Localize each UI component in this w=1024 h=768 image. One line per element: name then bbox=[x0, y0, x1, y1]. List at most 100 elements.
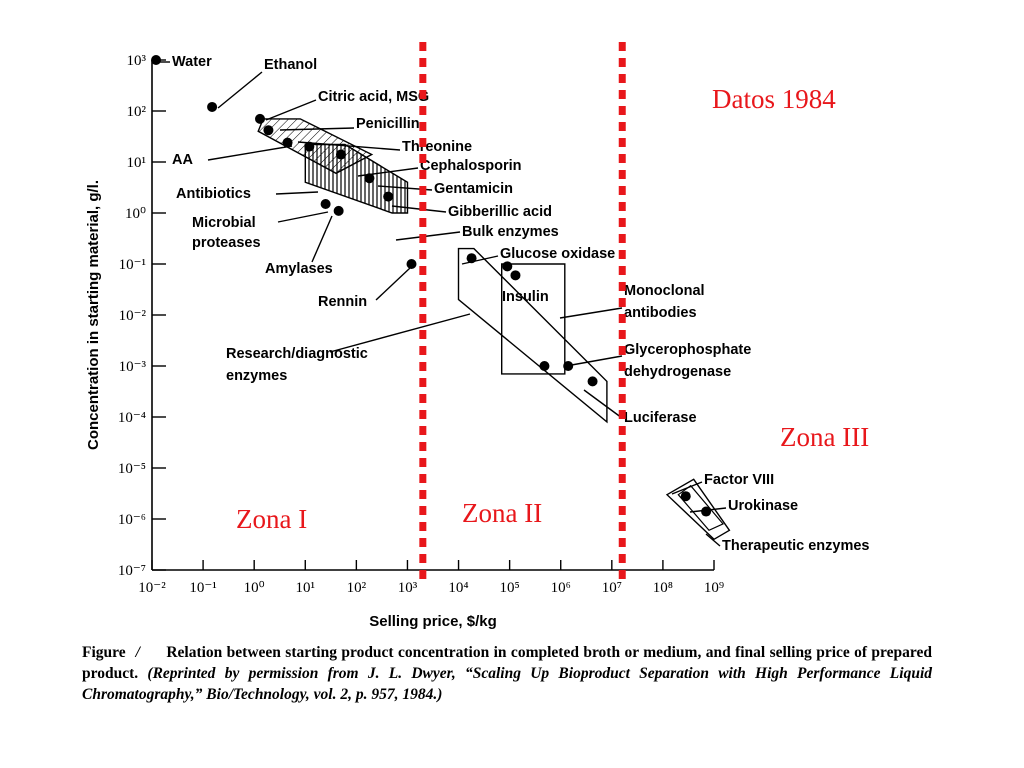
data-point bbox=[701, 506, 712, 517]
annotation-leader bbox=[391, 205, 447, 213]
annotation-label: Gentamicin bbox=[434, 181, 513, 197]
x-tick-label: 10⁻² bbox=[138, 580, 166, 596]
annotation-leader bbox=[277, 211, 329, 223]
axes: 10⁻⁷ 10⁻⁶ 10⁻⁵ 10⁻⁴ 10⁻³ 10⁻² 10⁻¹ 10⁰ 10¹ 10² 10³… bbox=[85, 53, 724, 630]
annotation-leader bbox=[357, 167, 419, 177]
annotation-leader bbox=[559, 307, 623, 319]
annotation-label: Cephalosporin bbox=[420, 158, 522, 174]
annotation-label: dehydrogenase bbox=[624, 364, 731, 380]
antibiotics-region bbox=[304, 143, 409, 214]
annotation-leader bbox=[689, 507, 727, 513]
zone-overlay: Zona I Zona II Zona III Datos 1984 bbox=[236, 42, 869, 582]
chart-title: Datos 1984 bbox=[712, 84, 836, 114]
regions bbox=[257, 118, 731, 541]
annotation-leader bbox=[705, 533, 721, 547]
y-tick-label: 10⁻⁴ bbox=[118, 410, 146, 426]
y-tick-label: 10⁻³ bbox=[119, 359, 147, 375]
data-point bbox=[263, 125, 274, 136]
data-point bbox=[333, 205, 344, 216]
annotation-label: antibodies bbox=[624, 305, 697, 321]
annotation-leader bbox=[329, 313, 471, 353]
annotation-leader bbox=[565, 355, 623, 367]
zone-label: Zona I bbox=[236, 504, 307, 534]
data-point bbox=[502, 261, 513, 272]
x-tick-label: 10² bbox=[347, 580, 367, 596]
annotation-label: Factor VIII bbox=[704, 472, 774, 488]
insulin-box bbox=[501, 263, 566, 375]
x-tick-label: 10⁶ bbox=[551, 580, 571, 596]
annotation-label: Penicillin bbox=[356, 116, 420, 132]
caption-text: Relation between starting product concen… bbox=[82, 644, 933, 682]
annotation-label: Therapeutic enzymes bbox=[722, 538, 869, 554]
annotation-leader bbox=[279, 127, 355, 131]
annotation-label: Citric acid, MSG bbox=[318, 89, 429, 105]
x-tick-label: 10⁹ bbox=[704, 580, 724, 596]
data-point bbox=[255, 113, 266, 124]
y-axis-label: Concentration in starting material, g/l. bbox=[85, 180, 102, 450]
y-tick-label: 10¹ bbox=[127, 155, 147, 171]
y-tick-label: 10⁻² bbox=[119, 308, 147, 324]
x-tick-label: 10⁵ bbox=[500, 580, 520, 596]
x-axis-label: Selling price, $/kg bbox=[369, 613, 497, 630]
zone-label: Zona II bbox=[462, 498, 542, 528]
annotation-leader bbox=[207, 145, 293, 161]
data-point bbox=[680, 491, 691, 502]
annotation-leader bbox=[311, 215, 333, 263]
annotation-label: Bulk enzymes bbox=[462, 224, 559, 240]
annotation-label: Water bbox=[172, 54, 212, 70]
annotation-label: Gibberillic acid bbox=[448, 204, 552, 220]
data-point bbox=[320, 199, 331, 210]
annotation-label: Urokinase bbox=[728, 498, 798, 514]
annotation-leader bbox=[275, 191, 319, 195]
y-tick-label: 10⁻¹ bbox=[119, 257, 146, 273]
annotation-leader bbox=[297, 141, 401, 151]
annotation-label: Monoclonal bbox=[624, 283, 705, 299]
annotation-label: Threonine bbox=[402, 139, 472, 155]
annotation-label: Ethanol bbox=[264, 57, 317, 73]
annotation-label: Luciferase bbox=[624, 410, 697, 426]
annotation-leader bbox=[265, 99, 317, 121]
data-point bbox=[510, 270, 521, 281]
y-tick-label: 10⁻⁷ bbox=[118, 563, 146, 579]
y-tick-label: 10⁻⁶ bbox=[118, 512, 146, 528]
zone-label: Zona III bbox=[780, 422, 869, 452]
annotation-label: Microbial bbox=[192, 215, 256, 231]
caption-figure-number: / bbox=[135, 644, 140, 661]
annotation-leader bbox=[461, 255, 499, 265]
data-point bbox=[587, 376, 598, 387]
annotation-label: Insulin bbox=[502, 289, 549, 305]
annotation-leader bbox=[583, 389, 623, 419]
annotation-label: Amylases bbox=[265, 261, 333, 277]
annotation-label: Rennin bbox=[318, 294, 367, 310]
x-tick-label: 10⁴ bbox=[448, 580, 468, 596]
therapeutic-enzymes-region bbox=[665, 478, 731, 541]
y-tick-label: 10³ bbox=[127, 53, 147, 69]
annotation-label: Antibiotics bbox=[176, 186, 251, 202]
data-point bbox=[539, 361, 550, 371]
y-tick-label: 10⁰ bbox=[125, 206, 146, 222]
data-point bbox=[364, 173, 375, 184]
annotation-label: Glycerophosphate bbox=[624, 342, 751, 358]
annotation-label: AA bbox=[172, 152, 193, 168]
x-tick-label: 10⁰ bbox=[244, 580, 265, 596]
x-tick-label: 10⁻¹ bbox=[189, 580, 216, 596]
data-point bbox=[151, 55, 162, 65]
annotation-label: Research/diagnostic bbox=[226, 346, 368, 362]
annotation-label: Glucose oxidase bbox=[500, 246, 615, 262]
x-tick-label: 10⁷ bbox=[602, 580, 622, 596]
research-enzymes-region bbox=[457, 247, 608, 424]
y-tick-label: 10⁻⁵ bbox=[118, 461, 146, 477]
y-tick-label: 10² bbox=[127, 104, 147, 120]
data-points bbox=[151, 55, 712, 517]
annotation-leader bbox=[395, 231, 461, 241]
data-point bbox=[282, 137, 293, 148]
caption-citation: (Reprinted by permission from J. L. Dwye… bbox=[82, 665, 933, 703]
annotation-leader bbox=[671, 481, 703, 495]
annotation-leader bbox=[217, 71, 263, 109]
x-tick-label: 10⁸ bbox=[653, 580, 673, 596]
data-point bbox=[383, 191, 394, 202]
x-tick-label: 10³ bbox=[398, 580, 418, 596]
figure-caption: Figure / Relation between starting produc… bbox=[82, 642, 932, 705]
